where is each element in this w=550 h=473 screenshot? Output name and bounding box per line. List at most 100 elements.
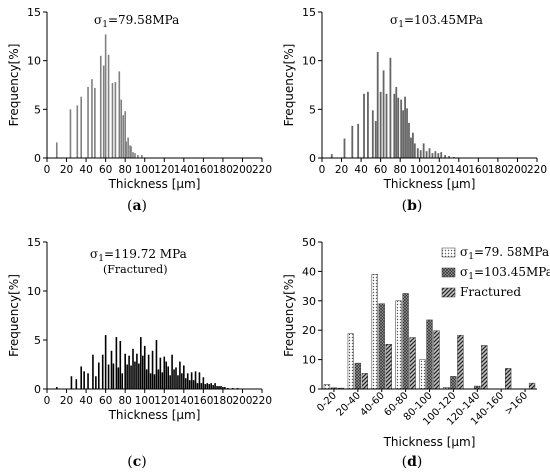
bar (117, 367, 120, 389)
bar (393, 93, 396, 158)
bar (434, 151, 437, 158)
bar (385, 93, 388, 158)
x-tick-label: 120 (429, 164, 449, 176)
bar (95, 376, 97, 389)
bar (140, 337, 142, 389)
x-axis-label: Thickness [μm] (383, 435, 476, 449)
stress-annotation: σ1=79.58MPa (94, 13, 179, 30)
bar (141, 355, 144, 389)
bar (132, 152, 134, 158)
bar (389, 57, 392, 158)
y-tick-label: 40 (302, 265, 316, 278)
bar (149, 373, 152, 389)
bar (121, 373, 124, 389)
panel-caption: (b) (402, 198, 423, 214)
bar-diagonal-2 (385, 344, 392, 390)
bar (210, 383, 212, 389)
bar-diagonal-4 (433, 330, 440, 390)
x-tick-label: 20-40 (335, 390, 363, 418)
bar (80, 96, 83, 158)
bar (330, 154, 333, 158)
bar (97, 362, 100, 389)
bar (112, 363, 115, 389)
bar (122, 115, 125, 158)
bar (130, 146, 132, 158)
x-tick-label: 80 (393, 164, 406, 176)
bar (376, 51, 379, 159)
panel-caption: (a) (127, 198, 147, 214)
legend-label-diagonal: Fractured (460, 285, 521, 299)
bar (422, 143, 425, 158)
bar (181, 373, 183, 389)
bar (128, 355, 130, 389)
panel-c: 0 5 10 15 0 20 40 60 80 100 120 140 160 180 200 220 Thic… (7, 236, 272, 470)
bar (212, 385, 214, 389)
bar (104, 335, 107, 389)
bar-crosshatch-4 (426, 319, 433, 390)
bar (129, 145, 131, 158)
bar (111, 83, 114, 158)
bar (202, 377, 205, 389)
legend-swatch-diagonal (441, 287, 456, 298)
bar (184, 378, 187, 389)
bar-diagonal-8 (528, 382, 536, 390)
bar (410, 137, 412, 158)
x-tick-label: 100 (410, 164, 430, 176)
bar (124, 111, 126, 158)
legend-swatch-dots (441, 247, 456, 258)
bar (419, 150, 422, 158)
y-tick-label: 10 (27, 285, 41, 298)
bar (444, 155, 447, 158)
bar (222, 387, 224, 389)
bar (167, 366, 169, 389)
x-tick-label: 180 (213, 395, 233, 407)
bar (143, 345, 146, 389)
bar (425, 151, 428, 158)
y-tick-label: 5 (34, 334, 41, 347)
y-tick-label: 10 (27, 55, 41, 68)
bar-crosshatch-5 (450, 376, 457, 390)
y-tick-label: 15 (302, 6, 316, 19)
x-axis-label: Thickness [μm] (108, 408, 201, 422)
bar (161, 372, 164, 389)
bar (134, 153, 136, 158)
bar (110, 350, 113, 389)
bar (169, 375, 171, 389)
bar (382, 70, 385, 158)
x-tick-label: 120 (154, 395, 174, 407)
panel-caption: (d) (402, 454, 423, 470)
bar (379, 91, 382, 158)
bar (177, 375, 179, 389)
x-tick-label: 220 (527, 164, 547, 176)
bar (357, 123, 360, 158)
x-tick-label: 40 (354, 164, 367, 176)
bar (206, 383, 209, 389)
bar (136, 353, 138, 389)
stress-annotation: σ1=103.45MPa (390, 13, 483, 30)
x-tick-label: 180 (488, 164, 508, 176)
y-tick-label: 0 (309, 383, 316, 396)
x-tick-label: 160 (193, 395, 213, 407)
bar (127, 137, 129, 158)
y-tick-label: 20 (302, 324, 316, 337)
y-tick-label: 10 (302, 354, 316, 367)
bar (83, 371, 85, 389)
bar (119, 340, 122, 389)
bar (94, 87, 96, 158)
panel-d: 010203040500-2020-4040-6060-8080-100100-… (282, 236, 550, 470)
bar (107, 54, 110, 158)
bar (55, 142, 58, 158)
bar (173, 369, 175, 389)
bar (153, 374, 156, 389)
x-tick-label: 200 (232, 164, 252, 176)
bar (115, 337, 118, 389)
bar-dots-2 (371, 274, 378, 390)
bar (76, 105, 79, 158)
panel-b: 0 5 10 15 0 20 40 60 80 100 120 140 160 180 200 220 Thic… (282, 6, 547, 214)
y-axis-label: Frequency[%] (282, 44, 296, 127)
bar (70, 376, 73, 389)
legend-label-crosshatch: σ1=103.45MPa (460, 265, 550, 282)
bar (367, 91, 369, 158)
bar (186, 373, 189, 389)
panel-a: 0 5 10 15 0 20 40 60 80 100 120 140 160 180 200 220 Thic… (7, 6, 272, 214)
